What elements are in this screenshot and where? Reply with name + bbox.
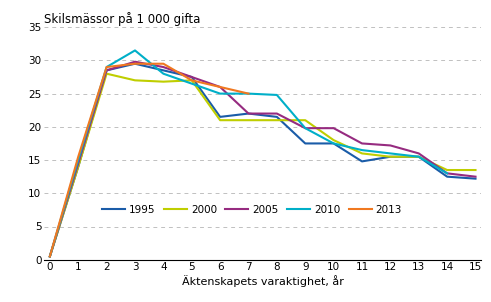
- 1995: [444, 175, 450, 178]
- 2013: [104, 65, 109, 69]
- 2005: [246, 112, 251, 115]
- 1995: [189, 75, 195, 79]
- 2000: [330, 138, 336, 142]
- 2005: [416, 152, 422, 155]
- 2010: [359, 148, 365, 152]
- 2010: [246, 92, 251, 95]
- 2000: [246, 118, 251, 122]
- 2000: [444, 168, 450, 172]
- 2010: [274, 93, 280, 97]
- 1995: [330, 142, 336, 145]
- Legend: 1995, 2000, 2005, 2010, 2013: 1995, 2000, 2005, 2010, 2013: [102, 205, 402, 215]
- 2000: [387, 155, 393, 159]
- 2005: [104, 69, 109, 72]
- 2000: [359, 152, 365, 155]
- 2000: [472, 168, 478, 172]
- 2013: [47, 255, 53, 258]
- 2010: [330, 142, 336, 145]
- 2000: [47, 255, 53, 258]
- 1995: [47, 255, 53, 258]
- 1995: [274, 115, 280, 119]
- 2005: [47, 255, 53, 258]
- 2005: [302, 126, 308, 130]
- 2000: [416, 155, 422, 159]
- Line: 2000: 2000: [50, 74, 475, 256]
- 2013: [189, 79, 195, 82]
- 1995: [104, 69, 109, 72]
- Line: 1995: 1995: [50, 64, 475, 256]
- 2005: [132, 60, 138, 63]
- 2010: [104, 65, 109, 69]
- 1995: [75, 165, 81, 169]
- 2000: [189, 79, 195, 82]
- 2010: [416, 155, 422, 159]
- 1995: [359, 159, 365, 163]
- 1995: [416, 155, 422, 159]
- 2000: [217, 118, 223, 122]
- 2005: [387, 144, 393, 147]
- 1995: [161, 69, 166, 72]
- 2000: [104, 72, 109, 76]
- 1995: [302, 142, 308, 145]
- 2013: [75, 155, 81, 159]
- 2005: [75, 162, 81, 165]
- 2005: [444, 172, 450, 175]
- 2000: [274, 118, 280, 122]
- 2013: [161, 62, 166, 66]
- 2005: [274, 112, 280, 115]
- 1995: [246, 112, 251, 115]
- 2013: [246, 92, 251, 95]
- 2010: [47, 255, 53, 258]
- 2010: [132, 49, 138, 52]
- 2005: [359, 142, 365, 145]
- 2000: [132, 79, 138, 82]
- 2013: [132, 62, 138, 66]
- 2010: [75, 158, 81, 162]
- X-axis label: Äktenskapets varaktighet, år: Äktenskapets varaktighet, år: [182, 275, 344, 287]
- 2010: [387, 152, 393, 155]
- 1995: [217, 115, 223, 119]
- Text: Skilsmässor på 1 000 gifta: Skilsmässor på 1 000 gifta: [44, 12, 200, 26]
- 1995: [132, 62, 138, 66]
- 2010: [302, 126, 308, 130]
- 2005: [161, 65, 166, 69]
- 2013: [217, 85, 223, 89]
- Line: 2005: 2005: [50, 62, 475, 256]
- 2010: [161, 72, 166, 76]
- 2005: [217, 85, 223, 89]
- 2010: [189, 82, 195, 85]
- 2005: [472, 175, 478, 178]
- 2010: [444, 172, 450, 175]
- 2000: [302, 118, 308, 122]
- Line: 2013: 2013: [50, 64, 248, 256]
- 1995: [472, 177, 478, 181]
- 1995: [387, 155, 393, 159]
- 2010: [217, 92, 223, 95]
- 2000: [161, 80, 166, 83]
- 2005: [189, 75, 195, 79]
- 2005: [330, 126, 336, 130]
- Line: 2010: 2010: [50, 50, 447, 256]
- 2000: [75, 165, 81, 169]
